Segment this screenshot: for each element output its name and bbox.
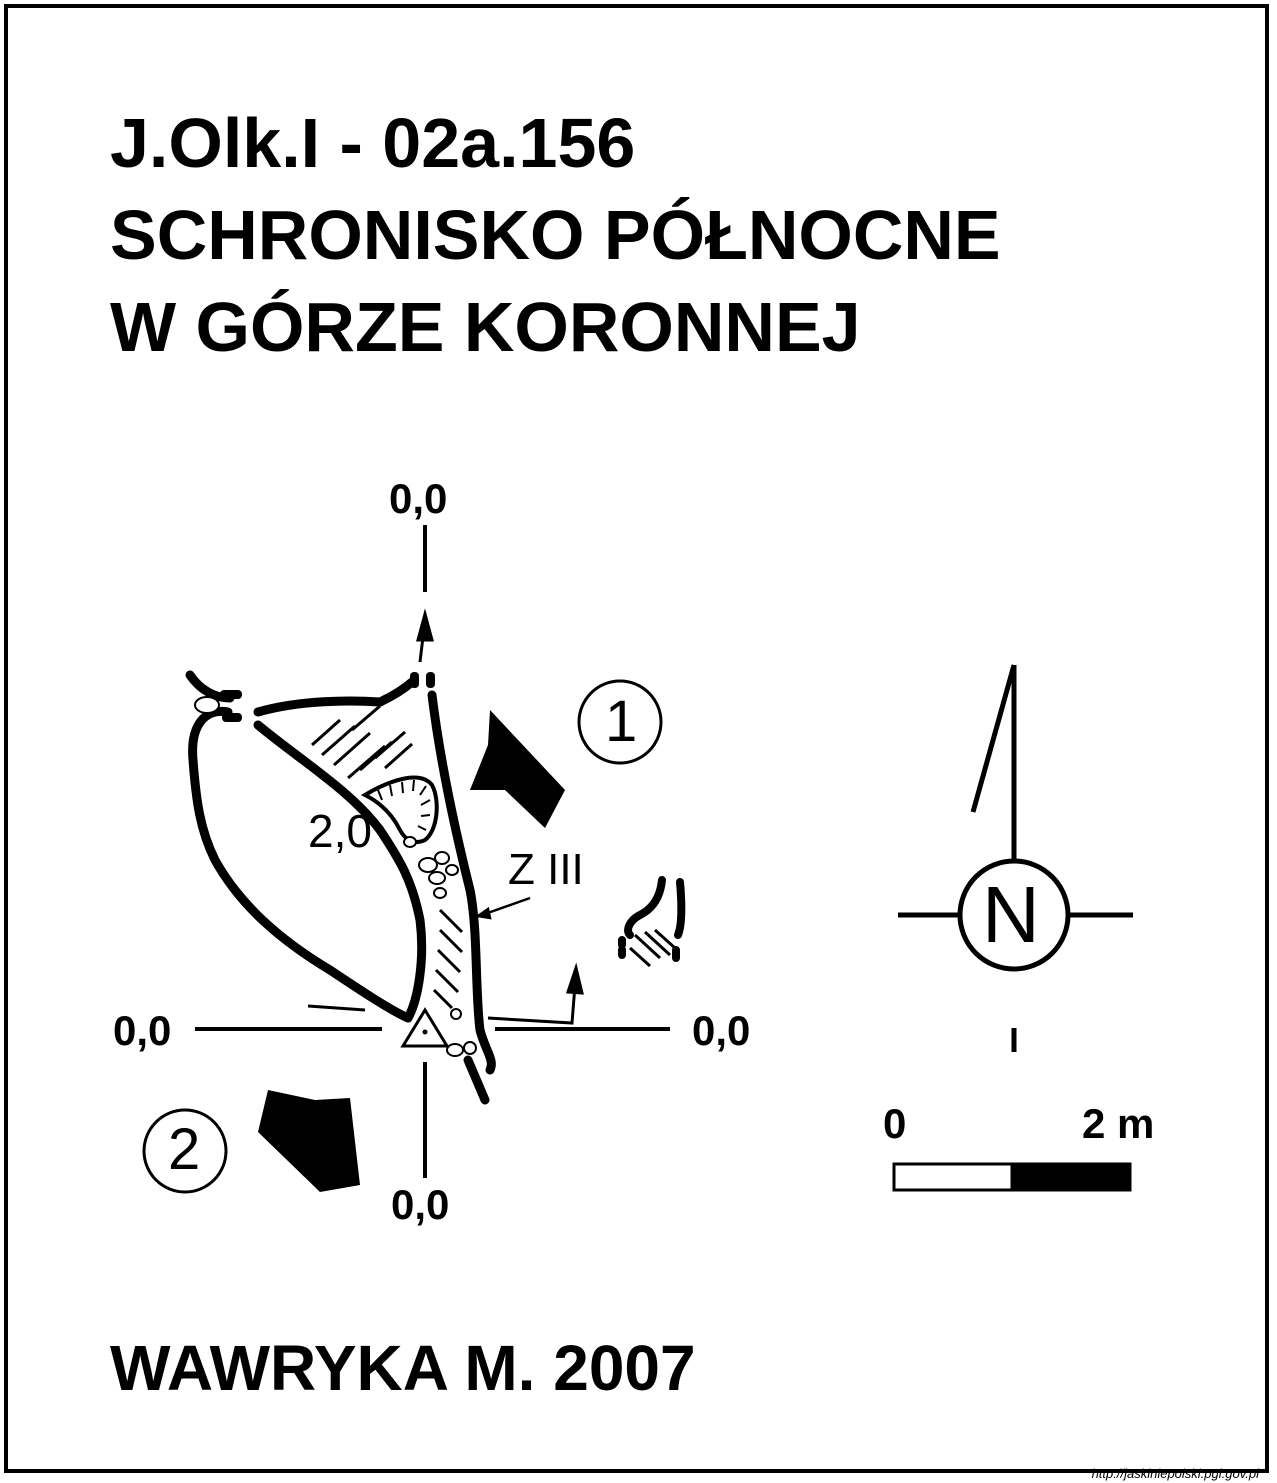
survey-station-point (422, 1029, 428, 1035)
compass-circle (957, 858, 1071, 972)
entrance-1-arrow (470, 710, 565, 828)
side-niche-hatch (628, 928, 677, 968)
source-url: http://jaskiniepolski.pgi.gov.pl (1091, 1466, 1259, 1481)
entrance-1-number: 1 (605, 689, 638, 754)
elevation-left: 0,0 (113, 1007, 172, 1054)
north-arrow (898, 664, 1133, 1052)
entrance-breaks (220, 672, 435, 722)
section-arrow-top (416, 608, 434, 663)
author-credit: WAWRYKA M. 2007 (110, 1332, 696, 1404)
section-arrow-right (487, 962, 584, 1025)
compass-n-label: N (982, 870, 1040, 959)
elevation-inner: 2,0 (308, 805, 372, 857)
survey-station-triangle (400, 1007, 450, 1048)
entrance-1-circle (577, 679, 663, 765)
scale-bar-black (1010, 1162, 1132, 1192)
scale-end: 2 m (1082, 1100, 1155, 1147)
inner-depression (360, 775, 439, 844)
entrance-2-number: 2 (168, 1117, 201, 1182)
section-mark-left (307, 1004, 366, 1012)
hatched-debris (311, 704, 464, 1010)
map-frame (4, 4, 1269, 1473)
side-niche-outline (618, 876, 686, 962)
elevation-right: 0,0 (692, 1007, 751, 1054)
cave-name-line2: W GÓRZE KORONNEJ (110, 288, 861, 366)
boulders (194, 696, 477, 1057)
elevation-bottom: 0,0 (391, 1181, 450, 1228)
cave-name-line1: SCHRONISKO PÓŁNOCNE (110, 196, 1001, 274)
scale-bar-white (892, 1162, 1014, 1192)
entrance-2-arrow (258, 1090, 360, 1192)
entrance-2-circle (142, 1108, 228, 1194)
elevation-top: 0,0 (389, 475, 448, 522)
depression-ticks (377, 779, 431, 831)
rock-pointer (474, 896, 531, 920)
rock-label: Z III (508, 845, 584, 894)
scale-start: 0 (883, 1100, 907, 1147)
cave-code: J.Olk.I - 02a.156 (110, 104, 636, 182)
